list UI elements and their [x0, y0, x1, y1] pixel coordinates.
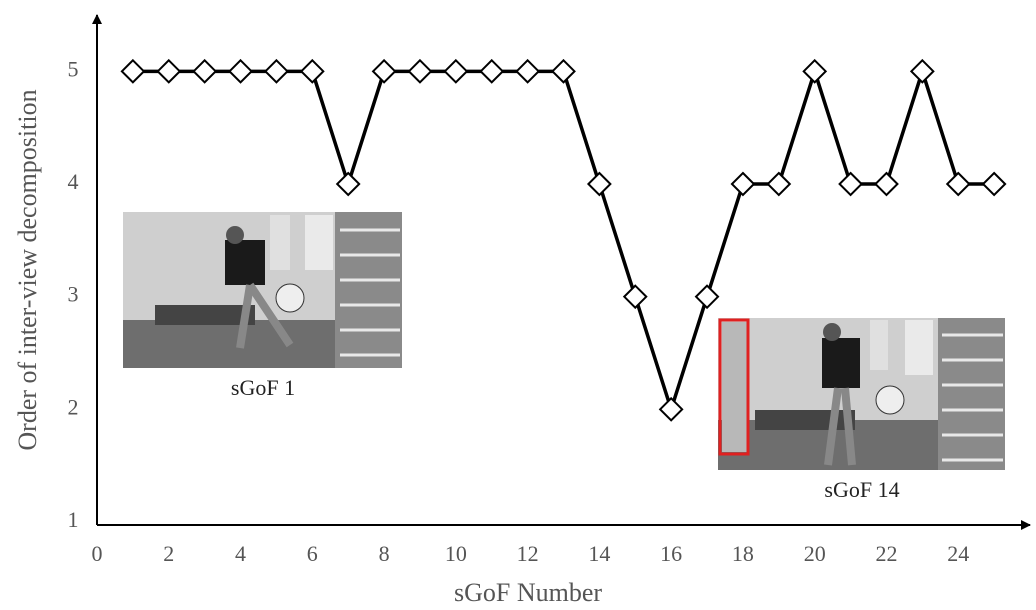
- data-point: [337, 173, 359, 195]
- data-point: [660, 398, 682, 420]
- data-point: [983, 173, 1005, 195]
- image-caption: sGoF 1: [231, 375, 295, 400]
- y-tick-label: 4: [68, 169, 79, 194]
- y-tick-label: 2: [68, 394, 79, 419]
- y-tick-label: 1: [68, 507, 79, 532]
- x-tick-label: 0: [92, 541, 103, 566]
- data-point: [265, 60, 287, 82]
- data-point: [481, 60, 503, 82]
- x-tick-label: 18: [732, 541, 754, 566]
- data-point: [732, 173, 754, 195]
- x-tick-label: 12: [517, 541, 539, 566]
- x-tick-label: 16: [660, 541, 682, 566]
- chart: sGoF Number Order of inter-view decompos…: [0, 0, 1036, 610]
- x-tick-label: 24: [947, 541, 969, 566]
- data-point: [158, 60, 180, 82]
- data-point: [624, 286, 646, 308]
- inset-image: [123, 212, 402, 368]
- data-point: [230, 60, 252, 82]
- x-tick-label: 8: [379, 541, 390, 566]
- x-tick-label: 2: [163, 541, 174, 566]
- data-point: [588, 173, 610, 195]
- data-point: [517, 60, 539, 82]
- inset-image: [718, 318, 1005, 470]
- data-point: [445, 60, 467, 82]
- data-point: [947, 173, 969, 195]
- data-point: [768, 173, 790, 195]
- x-tick-label: 4: [235, 541, 246, 566]
- data-point: [911, 60, 933, 82]
- data-point: [553, 60, 575, 82]
- y-tick-label: 3: [68, 282, 79, 307]
- data-point: [373, 60, 395, 82]
- data-point: [696, 286, 718, 308]
- y-axis-title: Order of inter-view decomposition: [13, 89, 42, 450]
- x-axis-title: sGoF Number: [454, 578, 602, 607]
- data-point: [194, 60, 216, 82]
- x-tick-label: 22: [875, 541, 897, 566]
- image-caption: sGoF 14: [824, 477, 899, 502]
- x-tick-label: 14: [588, 541, 610, 566]
- data-point: [409, 60, 431, 82]
- data-point: [122, 60, 144, 82]
- x-tick-label: 10: [445, 541, 467, 566]
- data-point: [875, 173, 897, 195]
- y-tick-label: 5: [68, 56, 79, 81]
- data-point: [804, 60, 826, 82]
- x-tick-label: 20: [804, 541, 826, 566]
- data-point: [840, 173, 862, 195]
- x-tick-label: 6: [307, 541, 318, 566]
- data-point: [301, 60, 323, 82]
